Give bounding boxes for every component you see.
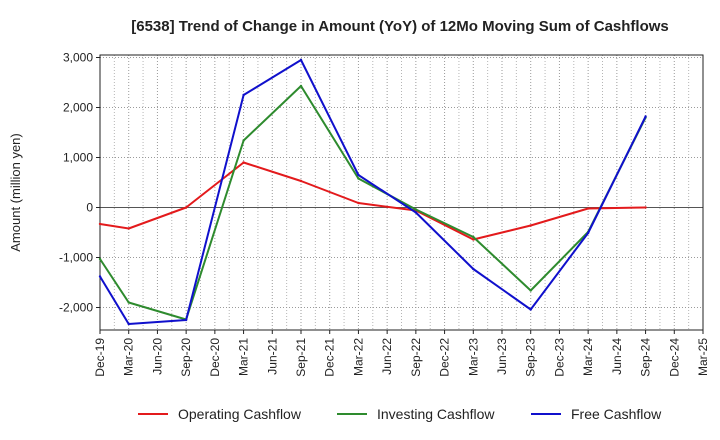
data-point-investing-cashflow — [242, 139, 245, 142]
data-point-investing-cashflow — [414, 208, 418, 211]
x-tick-label: Jun-22 — [380, 338, 394, 375]
series-line-operating-cashflow — [99, 161, 646, 241]
x-tick-label: Jun-20 — [150, 338, 164, 375]
x-tick-label: Mar-20 — [122, 338, 136, 376]
data-point-free-cashflow — [644, 115, 647, 118]
data-point-free-cashflow — [357, 173, 360, 177]
x-tick-label: Mar-24 — [581, 338, 595, 376]
y-tick-label: -2,000 — [59, 301, 93, 315]
x-tick-label: Mar-21 — [237, 338, 251, 376]
data-point-operating-cashflow — [357, 201, 360, 205]
data-point-free-cashflow — [98, 275, 102, 278]
data-point-free-cashflow — [529, 308, 532, 311]
y-tick-label: 3,000 — [63, 51, 93, 65]
data-point-operating-cashflow — [127, 227, 130, 230]
data-point-operating-cashflow — [644, 206, 647, 209]
legend-label-operating-cashflow: Operating Cashflow — [178, 406, 302, 422]
data-point-investing-cashflow — [529, 289, 532, 292]
x-tick-label: Sep-20 — [179, 338, 193, 377]
x-tick-label: Jun-24 — [610, 338, 624, 375]
y-axis-label: Amount (million yen) — [8, 133, 23, 252]
legend-label-investing-cashflow: Investing Cashflow — [377, 406, 495, 422]
x-tick-label: Dec-20 — [208, 338, 222, 377]
data-point-investing-cashflow — [127, 301, 130, 304]
x-tick-label: Dec-21 — [323, 338, 337, 377]
data-point-operating-cashflow — [98, 222, 102, 226]
data-point-free-cashflow — [299, 58, 303, 62]
x-tick-label: Sep-21 — [294, 338, 308, 377]
x-tick-label: Jun-21 — [265, 338, 279, 375]
x-tick-label: Mar-23 — [466, 338, 480, 376]
series-line-free-cashflow — [99, 59, 647, 325]
x-tick-label: Sep-23 — [524, 338, 538, 377]
data-point-investing-cashflow — [357, 177, 360, 180]
legend: Operating Cashflow Investing Cashflow Free… — [138, 406, 662, 422]
data-point-operating-cashflow — [586, 207, 590, 210]
y-tick-label: 2,000 — [63, 101, 93, 115]
x-tick-label: Mar-25 — [696, 338, 710, 376]
data-point-free-cashflow — [184, 318, 188, 322]
axes-layer: 3,000 2,000 1,000 0 -1,000 -2,000 Dec-19 Mar-20… — [59, 51, 710, 377]
chart-title: [6538] Trend of Change in Amount (YoY) o… — [131, 18, 669, 35]
grid-layer — [100, 55, 703, 330]
x-tick-label: Dec-22 — [438, 338, 452, 377]
x-tick-label: Sep-22 — [409, 338, 423, 377]
series-layer — [98, 58, 647, 326]
y-tick-label: 0 — [86, 201, 93, 215]
y-tick-label: 1,000 — [63, 151, 93, 165]
data-point-operating-cashflow — [242, 161, 245, 164]
data-point-investing-cashflow — [472, 235, 475, 239]
x-tick-label: Dec-23 — [552, 338, 566, 377]
y-tick-label: -1,000 — [59, 251, 93, 265]
data-point-operating-cashflow — [529, 224, 532, 227]
data-point-free-cashflow — [127, 322, 130, 326]
data-point-operating-cashflow — [184, 206, 188, 209]
data-point-investing-cashflow — [299, 84, 303, 88]
plot-area — [99, 54, 704, 331]
data-point-operating-cashflow — [299, 179, 303, 183]
data-point-free-cashflow — [414, 211, 418, 214]
x-tick-label: Mar-22 — [351, 338, 365, 376]
x-tick-label: Sep-24 — [639, 338, 653, 377]
data-point-investing-cashflow — [98, 257, 102, 261]
x-tick-label: Dec-24 — [667, 338, 681, 377]
data-point-free-cashflow — [472, 267, 475, 271]
data-point-free-cashflow — [242, 93, 245, 97]
x-tick-label: Jun-23 — [495, 338, 509, 375]
legend-label-free-cashflow: Free Cashflow — [571, 406, 662, 422]
data-point-free-cashflow — [586, 231, 590, 235]
x-tick-label: Dec-19 — [93, 338, 107, 377]
